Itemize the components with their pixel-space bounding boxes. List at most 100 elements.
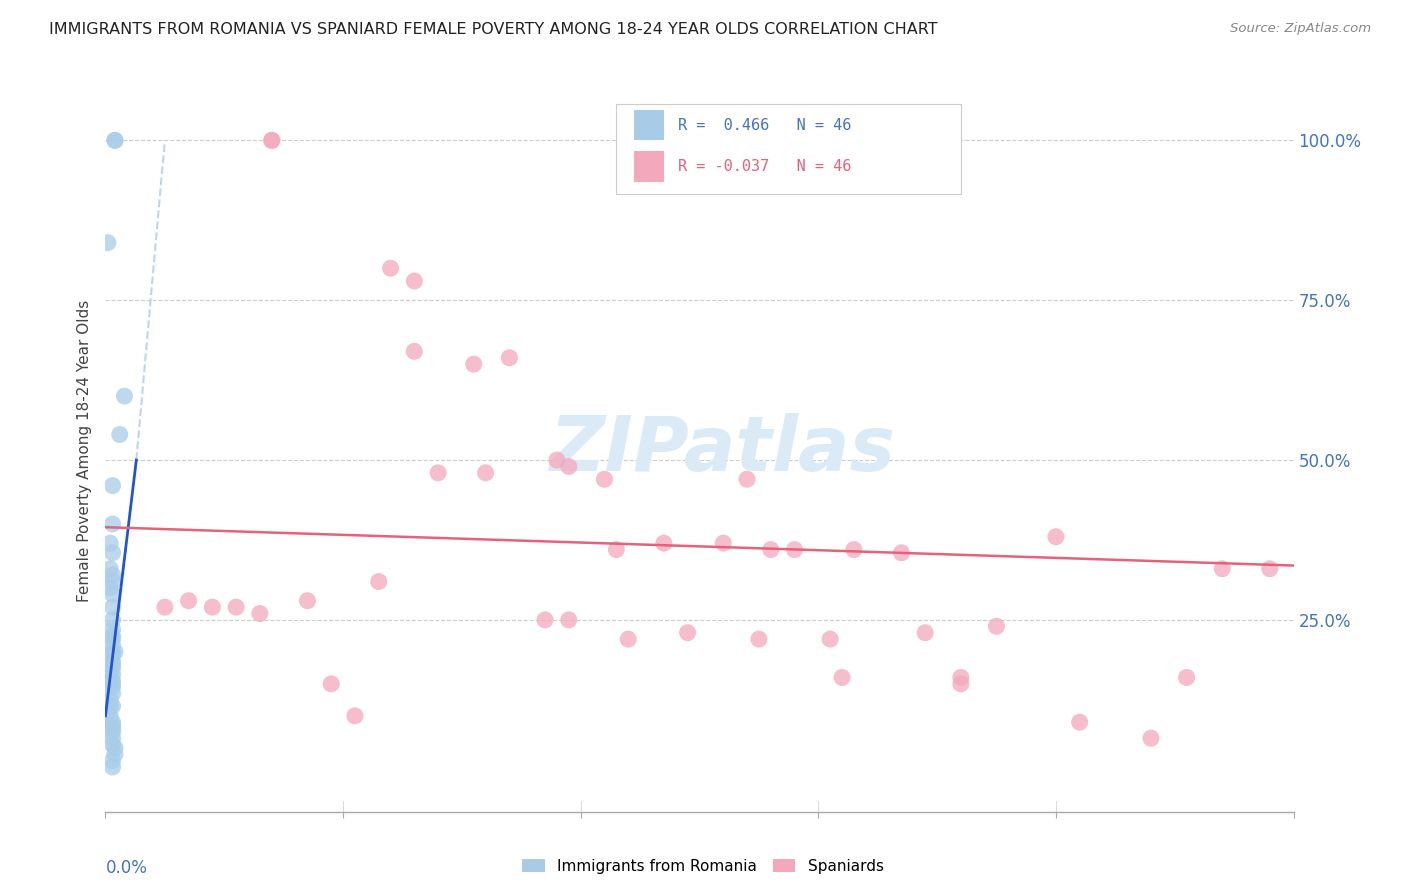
Text: ZIPatlas: ZIPatlas <box>550 414 896 487</box>
Point <box>617 632 640 646</box>
Point <box>427 466 450 480</box>
Point <box>759 542 782 557</box>
Point <box>101 613 124 627</box>
Point <box>101 600 124 615</box>
Point <box>558 613 581 627</box>
Text: Source: ZipAtlas.com: Source: ZipAtlas.com <box>1230 22 1371 36</box>
Point <box>1258 562 1281 576</box>
Point <box>104 133 127 147</box>
Point <box>914 625 936 640</box>
Point <box>101 731 124 746</box>
Point <box>463 357 485 371</box>
Point <box>104 747 127 761</box>
Point <box>498 351 520 365</box>
Point <box>101 699 124 714</box>
Point <box>249 607 271 621</box>
Text: IMMIGRANTS FROM ROMANIA VS SPANIARD FEMALE POVERTY AMONG 18-24 YEAR OLDS CORRELA: IMMIGRANTS FROM ROMANIA VS SPANIARD FEMA… <box>49 22 938 37</box>
Point <box>101 754 124 768</box>
Point <box>949 670 972 684</box>
Point <box>711 536 734 550</box>
Point <box>101 657 124 672</box>
Point <box>605 542 627 557</box>
Point <box>404 274 426 288</box>
Point <box>98 670 121 684</box>
Point <box>98 562 121 576</box>
Point <box>225 600 247 615</box>
Point <box>1140 731 1163 746</box>
Point <box>101 680 124 694</box>
FancyBboxPatch shape <box>634 110 664 141</box>
Point <box>1069 715 1091 730</box>
Point <box>842 542 865 557</box>
Point <box>104 645 127 659</box>
Point <box>367 574 389 589</box>
Point <box>593 472 616 486</box>
Point <box>101 724 124 739</box>
Point <box>98 708 121 723</box>
Point <box>101 722 124 736</box>
Point <box>98 693 121 707</box>
Point <box>101 568 124 582</box>
Point <box>101 648 124 662</box>
FancyBboxPatch shape <box>634 152 664 182</box>
Point <box>101 632 124 646</box>
Point <box>101 686 124 700</box>
Point <box>101 645 124 659</box>
Text: 0.0%: 0.0% <box>105 859 148 877</box>
Point <box>1211 562 1233 576</box>
Point <box>818 632 841 646</box>
Point <box>101 629 124 643</box>
Point <box>101 738 124 752</box>
Point <box>101 639 124 653</box>
Point <box>108 427 131 442</box>
Point <box>380 261 402 276</box>
Point <box>101 587 124 601</box>
Point <box>260 133 283 147</box>
Point <box>558 459 581 474</box>
Point <box>101 574 124 589</box>
Point <box>201 600 224 615</box>
Point <box>101 516 124 531</box>
Y-axis label: Female Poverty Among 18-24 Year Olds: Female Poverty Among 18-24 Year Olds <box>76 300 91 601</box>
Point <box>104 133 127 147</box>
Point <box>98 536 121 550</box>
Point <box>890 546 912 560</box>
Point <box>101 623 124 637</box>
Point <box>297 593 319 607</box>
Point <box>101 667 124 681</box>
Text: R = -0.037   N = 46: R = -0.037 N = 46 <box>678 159 852 174</box>
Point <box>101 715 124 730</box>
Point <box>949 677 972 691</box>
Point <box>343 708 366 723</box>
Point <box>101 478 124 492</box>
Point <box>986 619 1008 633</box>
Point <box>321 677 343 691</box>
Point <box>101 677 124 691</box>
Point <box>676 625 699 640</box>
Point <box>652 536 675 550</box>
Point <box>153 600 176 615</box>
Point <box>101 546 124 560</box>
Text: R =  0.466   N = 46: R = 0.466 N = 46 <box>678 118 852 133</box>
Point <box>101 655 124 669</box>
Point <box>177 593 200 607</box>
Point <box>101 760 124 774</box>
Point <box>534 613 557 627</box>
Point <box>97 235 120 250</box>
FancyBboxPatch shape <box>616 103 960 194</box>
Point <box>783 542 806 557</box>
Point <box>748 632 770 646</box>
Point <box>101 661 124 675</box>
Point <box>98 581 121 595</box>
Point <box>114 389 136 403</box>
Point <box>104 740 127 755</box>
Point <box>546 453 568 467</box>
Point <box>474 466 496 480</box>
Point <box>101 673 124 688</box>
Point <box>735 472 758 486</box>
Point <box>101 718 124 732</box>
Point <box>831 670 853 684</box>
Point <box>260 133 283 147</box>
Point <box>1045 530 1067 544</box>
Point <box>404 344 426 359</box>
